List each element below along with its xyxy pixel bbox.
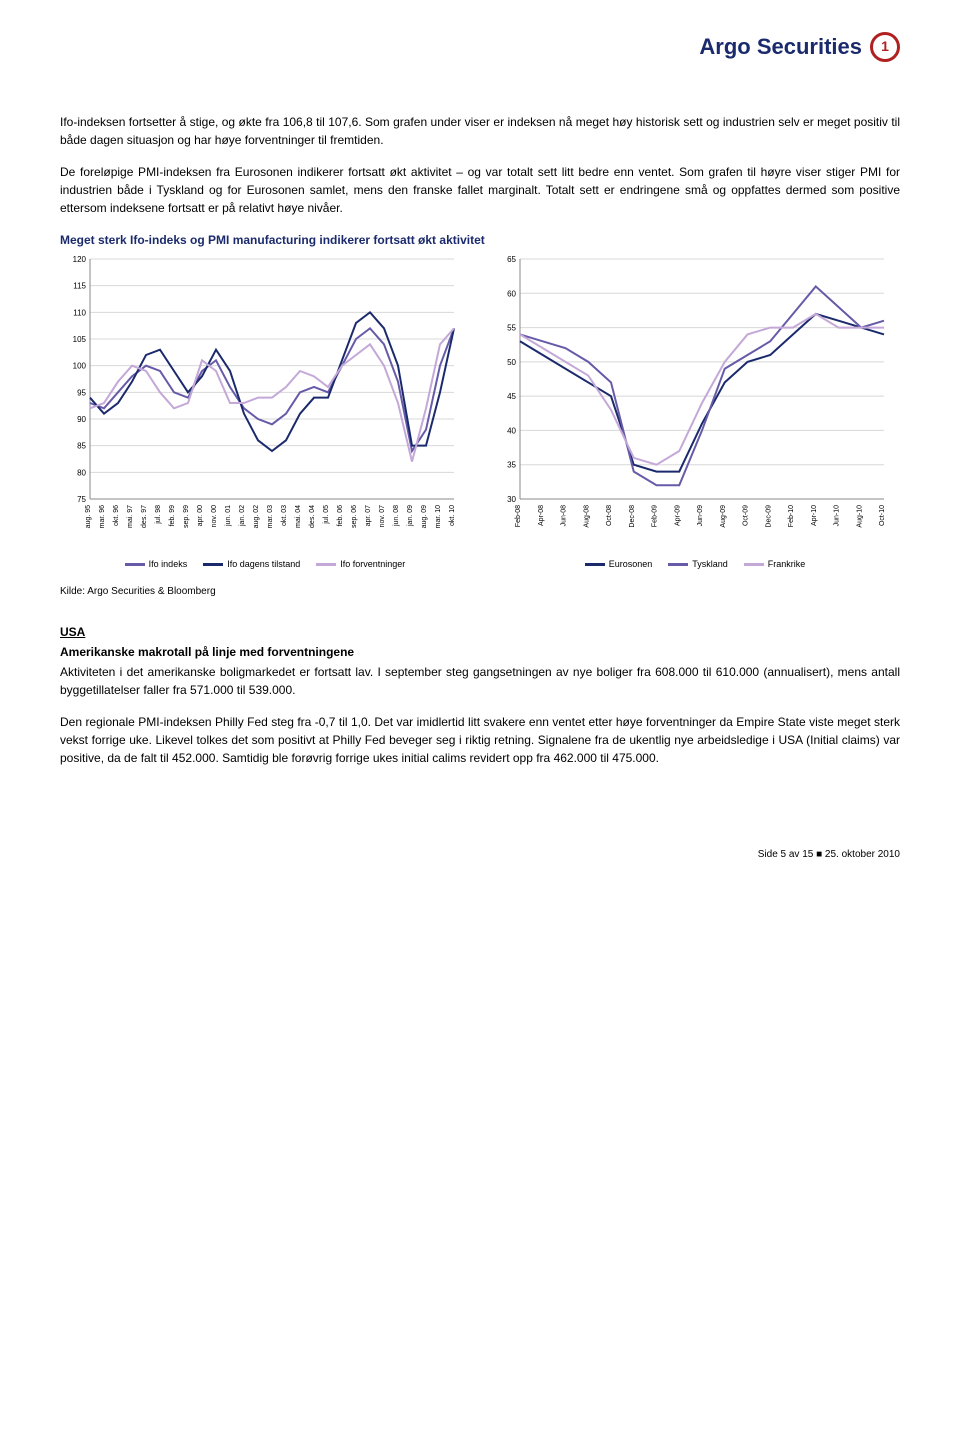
svg-text:des. 04: des. 04 bbox=[309, 505, 316, 528]
legend-swatch bbox=[668, 563, 688, 566]
svg-text:Jun-09: Jun-09 bbox=[697, 505, 704, 527]
svg-text:90: 90 bbox=[77, 415, 86, 424]
legend-swatch bbox=[744, 563, 764, 566]
svg-text:okt. 03: okt. 03 bbox=[281, 505, 288, 526]
ifo-chart: 75 80 85 90 95 100 105 110 115 120 aug. 95 mar. 96 o… bbox=[60, 253, 470, 578]
svg-text:apr. 00: apr. 00 bbox=[197, 505, 204, 527]
paragraph-1: Ifo-indeksen fortsetter å stige, og økte… bbox=[60, 113, 900, 149]
brand-logo-icon bbox=[870, 32, 900, 62]
usa-subheading: Amerikanske makrotall på linje med forve… bbox=[60, 643, 900, 661]
svg-text:nov. 07: nov. 07 bbox=[379, 505, 386, 528]
svg-text:Dec-08: Dec-08 bbox=[629, 505, 636, 528]
legend-item: Tyskland bbox=[668, 558, 728, 572]
svg-text:nov. 00: nov. 00 bbox=[211, 505, 218, 528]
svg-text:des. 97: des. 97 bbox=[141, 505, 148, 528]
svg-text:jan. 09: jan. 09 bbox=[407, 505, 414, 527]
svg-text:sep. 99: sep. 99 bbox=[183, 505, 190, 528]
brand-name: Argo Securities bbox=[699, 30, 862, 63]
svg-text:Dec-09: Dec-09 bbox=[765, 505, 772, 528]
pmi-chart-svg: 30 35 40 45 50 55 60 65 Feb-08 Apr-08 Jun-08 Aug-08… bbox=[490, 253, 890, 553]
svg-text:Aug-08: Aug-08 bbox=[583, 505, 590, 528]
paragraph-2: De foreløpige PMI-indeksen fra Eurosonen… bbox=[60, 163, 900, 217]
svg-text:sep. 06: sep. 06 bbox=[351, 505, 358, 528]
legend-swatch bbox=[203, 563, 223, 566]
svg-text:feb. 99: feb. 99 bbox=[169, 505, 176, 527]
svg-text:Jun-10: Jun-10 bbox=[834, 505, 841, 527]
svg-text:110: 110 bbox=[73, 308, 86, 317]
svg-text:jun. 08: jun. 08 bbox=[393, 505, 400, 527]
legend-label: Frankrike bbox=[768, 558, 806, 572]
svg-text:Oct-08: Oct-08 bbox=[606, 505, 613, 526]
svg-text:aug. 02: aug. 02 bbox=[253, 505, 260, 528]
svg-text:65: 65 bbox=[507, 255, 516, 264]
paragraph-4: Den regionale PMI-indeksen Philly Fed st… bbox=[60, 713, 900, 767]
svg-text:jul. 98: jul. 98 bbox=[155, 505, 162, 525]
source-line: Kilde: Argo Securities & Bloomberg bbox=[60, 584, 900, 599]
legend-item: Frankrike bbox=[744, 558, 806, 572]
ifo-legend: Ifo indeks Ifo dagens tilstand Ifo forvent… bbox=[60, 558, 470, 572]
pmi-chart: 30 35 40 45 50 55 60 65 Feb-08 Apr-08 Jun-08 Aug-08… bbox=[490, 253, 900, 578]
svg-text:105: 105 bbox=[73, 335, 87, 344]
svg-text:35: 35 bbox=[507, 461, 516, 470]
svg-text:mar. 10: mar. 10 bbox=[435, 505, 442, 528]
svg-text:jul. 05: jul. 05 bbox=[323, 505, 330, 525]
legend-swatch bbox=[585, 563, 605, 566]
svg-text:55: 55 bbox=[507, 324, 516, 333]
svg-text:Oct-10: Oct-10 bbox=[879, 505, 886, 526]
svg-text:mar. 03: mar. 03 bbox=[267, 505, 274, 528]
legend-swatch bbox=[125, 563, 145, 566]
brand-header: Argo Securities bbox=[60, 30, 900, 63]
svg-text:okt. 96: okt. 96 bbox=[113, 505, 120, 526]
svg-text:aug. 95: aug. 95 bbox=[85, 505, 92, 528]
svg-text:apr. 07: apr. 07 bbox=[365, 505, 372, 527]
svg-text:100: 100 bbox=[73, 362, 87, 371]
legend-label: Eurosonen bbox=[609, 558, 653, 572]
legend-swatch bbox=[316, 563, 336, 566]
svg-text:mar. 96: mar. 96 bbox=[99, 505, 106, 528]
svg-text:jan. 02: jan. 02 bbox=[239, 505, 246, 527]
svg-text:40: 40 bbox=[507, 426, 516, 435]
legend-label: Ifo dagens tilstand bbox=[227, 558, 300, 572]
charts-heading: Meget sterk Ifo-indeks og PMI manufactur… bbox=[60, 231, 900, 249]
svg-text:Apr-08: Apr-08 bbox=[538, 505, 545, 526]
svg-text:Apr-09: Apr-09 bbox=[674, 505, 681, 526]
svg-text:Jun-08: Jun-08 bbox=[561, 505, 568, 527]
svg-text:95: 95 bbox=[77, 388, 86, 397]
legend-item: Eurosonen bbox=[585, 558, 653, 572]
page-footer: Side 5 av 15 ■ 25. oktober 2010 bbox=[60, 847, 900, 862]
ifo-chart-svg: 75 80 85 90 95 100 105 110 115 120 aug. 95 mar. 96 o… bbox=[60, 253, 460, 553]
pmi-legend: Eurosonen Tyskland Frankrike bbox=[490, 558, 900, 572]
svg-text:Feb-08: Feb-08 bbox=[515, 505, 522, 527]
svg-text:Feb-10: Feb-10 bbox=[788, 505, 795, 527]
legend-item: Ifo forventninger bbox=[316, 558, 405, 572]
svg-text:Oct-09: Oct-09 bbox=[743, 505, 750, 526]
svg-text:60: 60 bbox=[507, 289, 516, 298]
svg-text:Aug-09: Aug-09 bbox=[720, 505, 727, 528]
svg-text:75: 75 bbox=[77, 495, 86, 504]
svg-text:50: 50 bbox=[507, 358, 516, 367]
svg-text:45: 45 bbox=[507, 392, 516, 401]
svg-text:85: 85 bbox=[77, 442, 86, 451]
charts-container: 75 80 85 90 95 100 105 110 115 120 aug. 95 mar. 96 o… bbox=[60, 253, 900, 578]
legend-label: Ifo indeks bbox=[149, 558, 188, 572]
svg-text:aug. 09: aug. 09 bbox=[421, 505, 428, 528]
svg-text:120: 120 bbox=[73, 255, 87, 264]
paragraph-3: Aktiviteten i det amerikanske boligmarke… bbox=[60, 663, 900, 699]
svg-text:okt. 10: okt. 10 bbox=[449, 505, 456, 526]
svg-text:mai. 04: mai. 04 bbox=[295, 505, 302, 528]
usa-heading: USA bbox=[60, 623, 900, 641]
legend-item: Ifo indeks bbox=[125, 558, 188, 572]
svg-text:Feb-09: Feb-09 bbox=[652, 505, 659, 527]
svg-text:30: 30 bbox=[507, 495, 516, 504]
svg-text:feb. 06: feb. 06 bbox=[337, 505, 344, 527]
svg-text:Aug-10: Aug-10 bbox=[856, 505, 863, 528]
svg-text:80: 80 bbox=[77, 468, 86, 477]
svg-text:115: 115 bbox=[73, 282, 86, 291]
legend-item: Ifo dagens tilstand bbox=[203, 558, 300, 572]
svg-text:Apr-10: Apr-10 bbox=[811, 505, 818, 526]
legend-label: Ifo forventninger bbox=[340, 558, 405, 572]
svg-text:mai. 97: mai. 97 bbox=[127, 505, 134, 528]
svg-text:jun. 01: jun. 01 bbox=[225, 505, 232, 527]
legend-label: Tyskland bbox=[692, 558, 728, 572]
